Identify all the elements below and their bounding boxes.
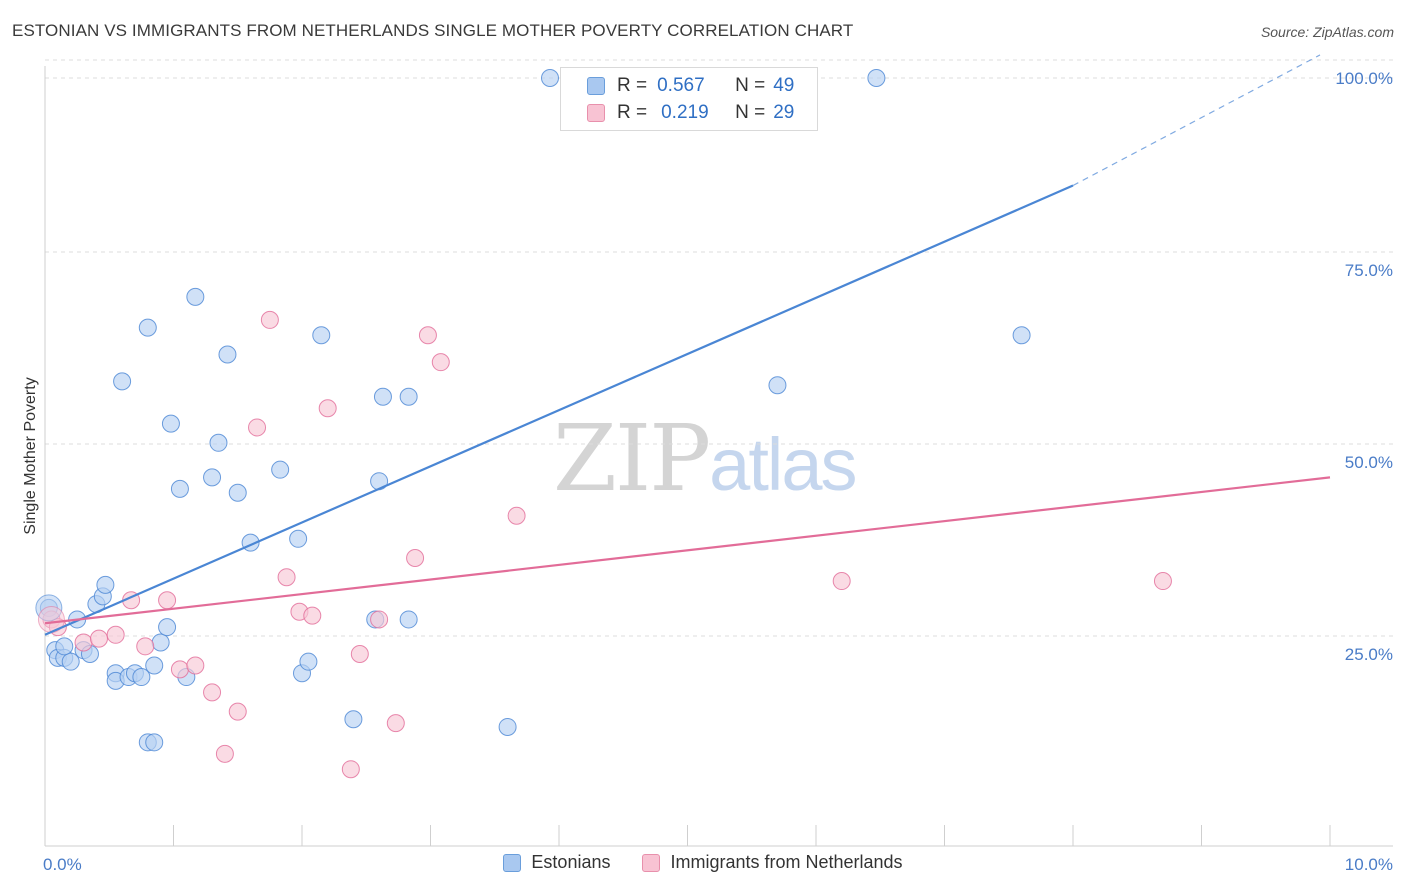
legend-swatch-estonians [503, 853, 522, 872]
point-estonians [170, 479, 189, 498]
point-estonians [186, 287, 205, 306]
legend-n-label: N = [735, 75, 766, 96]
legend-swatch-netherlands [642, 853, 661, 872]
point-netherlands [386, 714, 405, 733]
watermark-zip: ZIP [553, 405, 711, 512]
point-estonians [158, 618, 177, 637]
point-estonians [55, 637, 74, 656]
legend-swatch-estonians [587, 77, 605, 95]
legend-r-value-netherlands: 0.219 [661, 102, 709, 123]
legend-n-value-estonians: 49 [773, 75, 795, 96]
point-estonians [145, 733, 164, 752]
point-estonians [218, 345, 237, 364]
point-estonians [203, 468, 222, 487]
point-estonians [228, 483, 247, 502]
point-netherlands [248, 418, 267, 437]
point-netherlands [228, 702, 247, 721]
point-netherlands [136, 637, 155, 656]
y-tick-label: 100.0% [1335, 69, 1393, 88]
point-netherlands [341, 760, 360, 779]
point-estonians [768, 376, 787, 395]
point-estonians [151, 633, 170, 652]
point-netherlands [406, 549, 425, 567]
point-netherlands [418, 326, 437, 345]
point-netherlands [277, 568, 296, 587]
point-estonians [373, 387, 392, 406]
watermark-atlas: atlas [709, 423, 857, 506]
point-estonians [399, 610, 418, 629]
point-netherlands [203, 683, 222, 702]
legend-label-netherlands: Immigrants from Netherlands [670, 852, 903, 872]
point-estonians [96, 575, 115, 594]
legend-row-estonians: R = 0.567 N = 49 [587, 74, 794, 98]
legend-item-netherlands: Immigrants from Netherlands [642, 852, 903, 873]
point-netherlands [170, 660, 189, 679]
point-estonians [132, 668, 151, 687]
point-netherlands [89, 629, 108, 648]
chart-title: ESTONIAN VS IMMIGRANTS FROM NETHERLANDS … [12, 21, 854, 40]
point-estonians [113, 372, 132, 391]
series-legend: Estonians Immigrants from Netherlands [0, 852, 1406, 873]
point-estonians [399, 387, 418, 406]
point-estonians [61, 652, 80, 671]
point-netherlands [260, 310, 279, 329]
point-netherlands [74, 633, 93, 652]
correlation-legend: R = 0.567 N = 49 R = 0.219 N = 29 [560, 67, 818, 131]
point-estonians [1012, 326, 1031, 345]
point-estonians [289, 529, 308, 548]
point-netherlands [303, 606, 322, 625]
point-estonians [271, 460, 290, 479]
point-estonians [498, 717, 517, 736]
trendline-netherlands [44, 476, 1331, 625]
point-estonians [344, 710, 363, 729]
point-estonians [312, 326, 331, 345]
legend-item-estonians: Estonians [503, 852, 610, 873]
point-estonians [299, 652, 318, 671]
point-netherlands [318, 399, 337, 418]
source-label: Source: ZipAtlas.com [1260, 24, 1394, 40]
legend-r-label: R = [617, 75, 648, 96]
point-netherlands [370, 610, 389, 629]
point-estonians [145, 656, 164, 675]
watermark: ZIPatlas [553, 405, 857, 512]
point-netherlands [832, 572, 851, 591]
legend-row-netherlands: R = 0.219 N = 29 [587, 101, 794, 125]
point-netherlands [106, 625, 125, 644]
x-tick-label: 10.0% [1345, 855, 1393, 874]
point-netherlands [507, 506, 526, 525]
point-netherlands [431, 353, 450, 372]
point-estonians [138, 318, 157, 337]
legend-label-estonians: Estonians [531, 852, 611, 872]
legend-r-value-estonians: 0.567 [657, 75, 705, 96]
y-tick-label: 25.0% [1345, 645, 1393, 664]
trendline-estonians [44, 184, 1074, 636]
point-netherlands [1153, 572, 1172, 591]
point-estonians [209, 433, 228, 452]
y-tick-label: 75.0% [1345, 261, 1393, 280]
point-netherlands [186, 656, 205, 675]
point-estonians [161, 414, 180, 433]
point-netherlands [215, 744, 234, 763]
legend-n-value-netherlands: 29 [773, 102, 795, 123]
point-netherlands [158, 591, 177, 610]
legend-swatch-netherlands [587, 104, 605, 122]
point-netherlands [350, 645, 369, 663]
point-estonians [541, 69, 560, 87]
x-tick-label: 0.0% [43, 855, 82, 874]
legend-n-label: N = [735, 102, 766, 123]
legend-r-label: R = [617, 102, 648, 123]
y-tick-label: 50.0% [1345, 453, 1393, 472]
point-estonians [867, 69, 886, 87]
trendline-estonians-extension [1072, 54, 1321, 187]
y-axis-title: Single Mother Poverty [22, 377, 39, 534]
